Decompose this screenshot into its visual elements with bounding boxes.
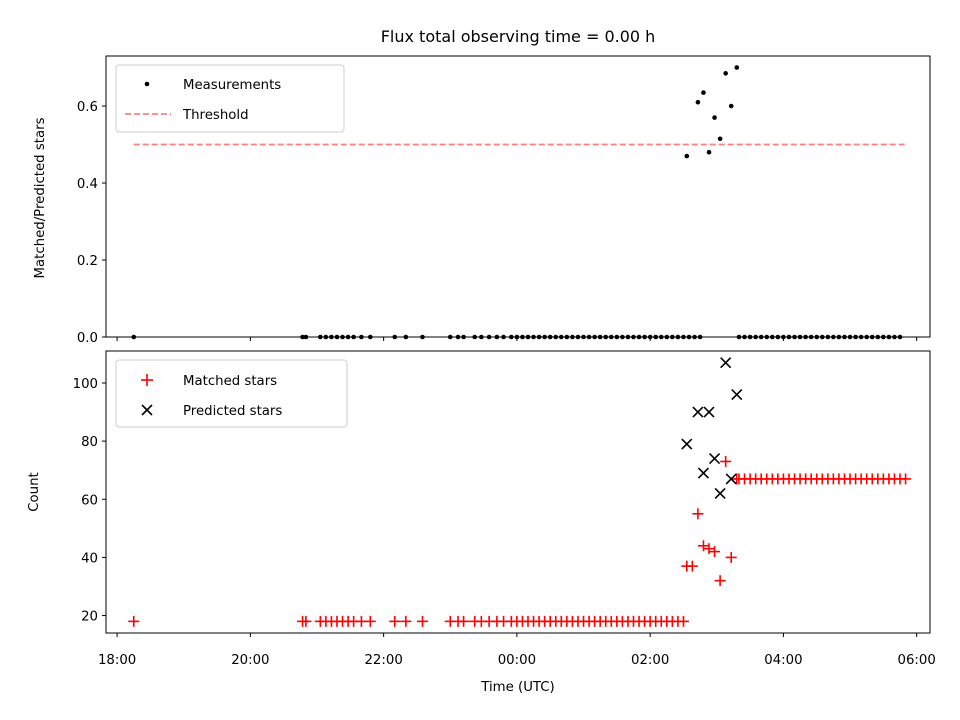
legend-measurements-marker bbox=[144, 81, 150, 87]
x-tick-label: 00:00 bbox=[498, 653, 536, 668]
x-tick-label: 22:00 bbox=[364, 653, 402, 668]
bottom-legend: Matched stars Predicted stars bbox=[115, 359, 348, 428]
bottom-legend-box bbox=[115, 359, 348, 428]
x-tick-label: 06:00 bbox=[898, 653, 936, 668]
top-y-axis: 0.0 0.2 0.4 0.6 bbox=[77, 100, 106, 346]
x-axis-label: Time (UTC) bbox=[480, 680, 555, 695]
matched-stars-point bbox=[697, 540, 709, 552]
x-tick-label: 20:00 bbox=[231, 653, 269, 668]
top-y-tick-label: 0.4 bbox=[77, 177, 98, 192]
bottom-plot-marks bbox=[128, 357, 912, 627]
predicted-stars-point bbox=[731, 389, 743, 401]
measurement-point bbox=[695, 99, 701, 105]
predicted-stars-point bbox=[725, 473, 737, 485]
legend-predicted-marker bbox=[141, 404, 153, 416]
bottom-y-tick-label: 80 bbox=[81, 435, 98, 450]
measurement-point bbox=[712, 115, 717, 120]
matched-stars-point bbox=[300, 615, 312, 627]
matched-stars-point bbox=[725, 551, 737, 563]
matched-stars-point bbox=[692, 508, 704, 520]
measurement-point bbox=[684, 153, 690, 159]
legend-predicted-label: Predicted stars bbox=[183, 404, 282, 419]
chart-title: Flux total observing time = 0.00 h bbox=[381, 27, 656, 46]
measurement-point bbox=[734, 65, 740, 70]
predicted-stars-point bbox=[692, 406, 704, 418]
legend-measurements-label: Measurements bbox=[183, 78, 281, 93]
top-y-axis-label: Matched/Predicted stars bbox=[33, 117, 48, 278]
matched-stars-point bbox=[686, 560, 698, 572]
top-legend: Measurements Threshold bbox=[115, 64, 345, 133]
matched-stars-point bbox=[714, 575, 726, 587]
predicted-stars-point bbox=[703, 406, 715, 418]
bottom-y-axis-label: Count bbox=[27, 472, 42, 512]
matched-stars-point bbox=[703, 543, 715, 555]
top-y-tick-label: 0.0 bbox=[77, 331, 98, 346]
matched-stars-point bbox=[364, 615, 376, 627]
top-y-tick-label: 0.2 bbox=[77, 254, 98, 269]
matched-stars-point bbox=[128, 615, 140, 627]
matched-stars-point bbox=[720, 455, 732, 467]
matched-stars-point bbox=[900, 473, 912, 485]
predicted-stars-point bbox=[697, 467, 710, 479]
measurement-point bbox=[701, 90, 706, 95]
matched-stars-point bbox=[389, 615, 401, 627]
top-y-tick-label: 0.6 bbox=[77, 100, 98, 115]
measurement-point bbox=[717, 136, 723, 142]
matched-stars-point bbox=[677, 615, 689, 627]
x-tick-label: 02:00 bbox=[631, 653, 669, 668]
measurement-point bbox=[706, 149, 712, 155]
predicted-stars-point bbox=[714, 487, 726, 500]
bottom-y-axis: 20 40 60 80 100 bbox=[73, 377, 106, 625]
matched-stars-point bbox=[400, 615, 412, 627]
measurement-point bbox=[728, 103, 734, 109]
predicted-stars-point bbox=[720, 357, 732, 369]
top-legend-box bbox=[115, 64, 345, 133]
legend-threshold-label: Threshold bbox=[182, 108, 249, 123]
bottom-plot-frame bbox=[105, 350, 931, 634]
bottom-y-tick-label: 40 bbox=[81, 551, 98, 566]
matched-stars-point bbox=[416, 615, 428, 627]
legend-matched-marker bbox=[141, 374, 153, 386]
x-tick-label: 04:00 bbox=[764, 653, 802, 668]
legend-matched-label: Matched stars bbox=[183, 374, 277, 389]
top-plot-frame bbox=[105, 55, 931, 338]
predicted-stars-point bbox=[681, 438, 693, 450]
matched-stars-point bbox=[709, 546, 721, 558]
bottom-y-tick-label: 60 bbox=[81, 493, 98, 508]
predicted-stars-point bbox=[708, 453, 721, 465]
x-tick-label: 18:00 bbox=[98, 653, 136, 668]
matched-stars-point bbox=[458, 615, 470, 627]
bottom-y-tick-label: 20 bbox=[81, 610, 98, 625]
bottom-y-tick-label: 100 bbox=[73, 377, 98, 392]
measurement-point bbox=[723, 71, 728, 76]
x-axis: 18:00 20:00 22:00 00:00 02:00 04:00 06:00 bbox=[98, 337, 936, 668]
